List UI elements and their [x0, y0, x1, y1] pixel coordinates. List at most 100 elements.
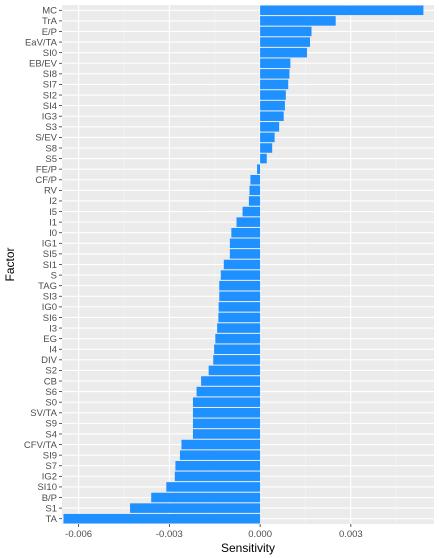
y-tick-label: IG3: [42, 112, 57, 123]
x-tick-label: -0.006: [65, 529, 92, 540]
y-tick-label: B/P: [42, 493, 57, 504]
bar: [260, 5, 424, 16]
y-tick-label: SI3: [43, 292, 57, 303]
y-tick-label: I0: [49, 228, 57, 239]
y-tick-label: S4: [45, 429, 57, 440]
y-tick-label: I2: [49, 196, 57, 207]
bar: [260, 90, 286, 100]
bar: [260, 69, 290, 79]
bar: [260, 122, 280, 132]
y-tick-label: SI1: [43, 260, 57, 271]
bar: [260, 37, 310, 47]
bar: [217, 323, 261, 333]
y-tick-label: CB: [44, 376, 57, 387]
y-tick-label: IG1: [42, 239, 57, 250]
bar: [260, 47, 307, 58]
y-tick-label: S5: [45, 154, 57, 165]
bar: [192, 418, 261, 429]
y-tick-label: S6: [45, 387, 57, 398]
x-tick-label: 0.003: [339, 529, 363, 540]
bar: [215, 333, 261, 344]
y-tick-label: EaV/TA: [25, 37, 58, 48]
bar: [236, 217, 261, 227]
bar: [174, 471, 261, 482]
y-tick-label: TAG: [38, 281, 57, 292]
bar: [257, 164, 261, 174]
y-tick-label: S9: [45, 419, 57, 430]
y-tick-label: SI8: [43, 69, 57, 80]
y-tick-label: S8: [45, 143, 57, 154]
bar: [260, 153, 267, 164]
y-axis-title: Factor: [3, 247, 17, 281]
bar: [201, 376, 261, 386]
bar: [63, 513, 261, 524]
y-tick-label: MC: [42, 6, 57, 17]
y-tick-label: SI6: [43, 313, 57, 324]
y-tick-label: E/P: [42, 27, 57, 38]
bar: [249, 185, 261, 196]
bar: [219, 291, 261, 302]
y-tick-label: SI5: [43, 249, 57, 260]
y-tick-label: I1: [49, 217, 57, 228]
bar: [218, 312, 261, 323]
y-tick-label: SI0: [43, 48, 57, 59]
bar: [166, 482, 261, 492]
y-tick-label: SI9: [43, 450, 57, 461]
bar: [192, 429, 261, 439]
y-tick-label: DIV: [41, 355, 58, 366]
bar: [242, 206, 261, 217]
bar: [220, 270, 261, 280]
x-tick-label: -0.003: [156, 529, 183, 540]
bar: [214, 344, 261, 355]
bar: [181, 439, 261, 450]
x-tick-label: 0.000: [248, 529, 272, 540]
y-tick-label: I5: [49, 207, 57, 218]
y-tick-label: EG: [43, 334, 57, 345]
bar: [151, 492, 261, 503]
y-tick-label: I3: [49, 323, 57, 334]
y-tick-label: TA: [46, 514, 58, 525]
bar: [260, 26, 312, 37]
y-tick-label: IG0: [42, 302, 57, 313]
y-tick-label: CF/P: [35, 175, 57, 186]
grid: [62, 5, 434, 524]
y-tick-label: TrA: [42, 16, 58, 27]
y-tick-label: SI4: [43, 101, 57, 112]
bar: [260, 79, 289, 90]
x-tick-labels: -0.006 -0.003 0.000 0.003: [65, 524, 363, 540]
y-tick-label: SI7: [43, 80, 57, 91]
y-tick-label: SI10: [37, 482, 57, 493]
bar: [192, 408, 261, 418]
bar: [192, 397, 261, 407]
y-tick-labels: MCTrAE/PEaV/TASI0EB/EVSI8SI7SI2SI4IG3S3S…: [24, 6, 62, 525]
y-tick-label: SI2: [43, 90, 57, 101]
y-tick-label: SV/TA: [30, 408, 57, 419]
y-tick-label: S1: [45, 503, 57, 514]
bar: [213, 355, 261, 365]
bar: [250, 174, 261, 185]
bar: [260, 132, 275, 143]
bar: [179, 450, 261, 460]
bar: [196, 386, 261, 397]
y-tick-label: S: [51, 270, 57, 281]
bar: [229, 238, 261, 249]
bar: [175, 460, 261, 471]
bar: [260, 111, 284, 121]
bar: [231, 227, 261, 238]
bar: [229, 249, 261, 259]
bar: [260, 143, 273, 153]
y-tick-label: S/EV: [35, 133, 57, 144]
y-tick-label: S7: [45, 461, 57, 472]
bar: [223, 259, 261, 270]
bar: [208, 365, 261, 376]
y-tick-label: RV: [44, 186, 58, 197]
x-axis-title: Sensitivity: [221, 541, 275, 555]
bar: [218, 302, 261, 312]
y-tick-label: I4: [49, 345, 57, 356]
y-tick-label: S3: [45, 122, 57, 133]
bar: [219, 280, 261, 291]
bar: [248, 196, 261, 206]
y-tick-label: S0: [45, 397, 57, 408]
